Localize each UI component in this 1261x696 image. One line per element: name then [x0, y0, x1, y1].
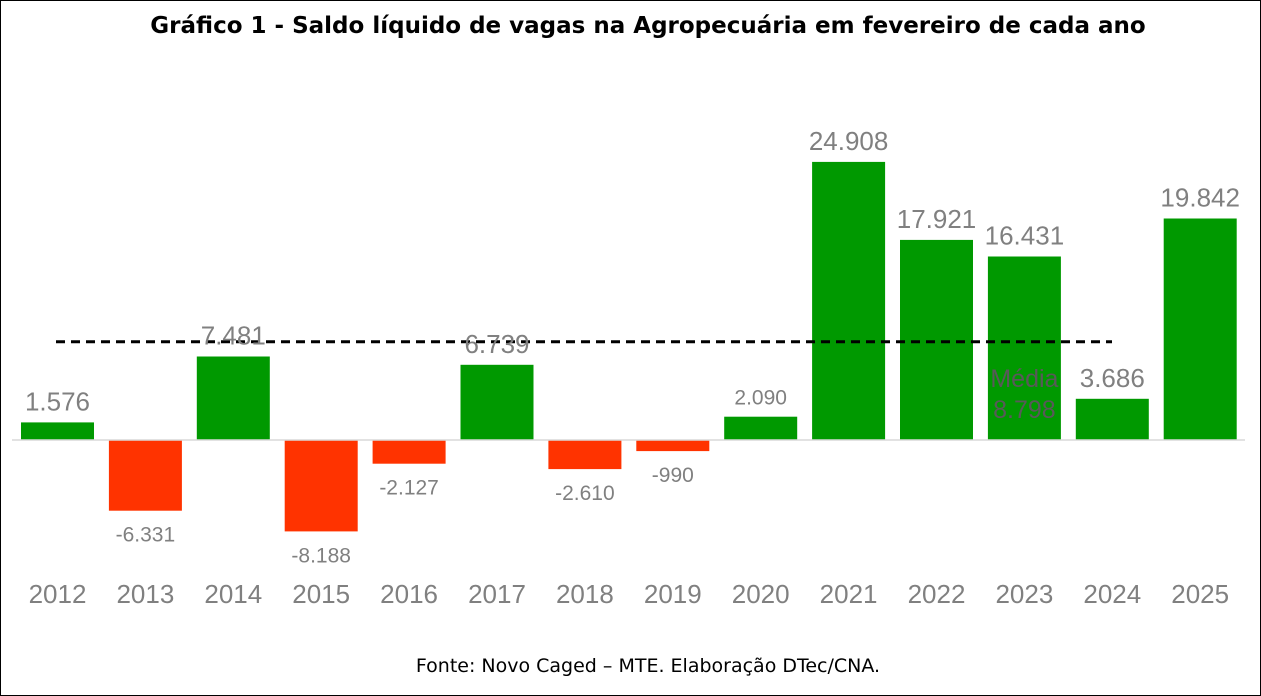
x-tick-2018: 2018 — [556, 579, 614, 609]
value-label-2019: -990 — [652, 464, 694, 487]
bar-2025 — [1163, 218, 1237, 440]
bars-layer — [12, 161, 1245, 532]
value-label-2020: 2.090 — [734, 387, 787, 410]
x-tick-2012: 2012 — [29, 579, 87, 609]
average-label-text: Média — [990, 365, 1058, 393]
value-label-2025: 19.842 — [1160, 183, 1240, 213]
value-label-2016: -2.127 — [379, 477, 439, 500]
value-label-2024: 3.686 — [1080, 363, 1145, 393]
value-label-2015: -8.188 — [291, 544, 351, 567]
value-label-2023: 16.431 — [985, 221, 1065, 251]
bar-2020 — [724, 416, 798, 440]
value-label-2012: 1.576 — [25, 386, 90, 416]
bar-2017 — [460, 364, 534, 440]
chart-source-note: Fonte: Novo Caged – MTE. Elaboração DTec… — [416, 655, 880, 677]
bar-2015 — [284, 440, 358, 532]
x-tick-2016: 2016 — [380, 579, 438, 609]
bar-2023 — [987, 256, 1061, 440]
bar-2014 — [196, 356, 270, 440]
value-label-2018: -2.610 — [555, 482, 615, 505]
x-tick-2013: 2013 — [116, 579, 174, 609]
bar-2019 — [636, 440, 710, 452]
bar-2016 — [372, 440, 446, 464]
x-tick-2021: 2021 — [820, 579, 878, 609]
x-tick-2024: 2024 — [1083, 579, 1141, 609]
value-label-2021: 24.908 — [809, 126, 889, 156]
x-tick-2015: 2015 — [292, 579, 350, 609]
value-labels-layer: 1.576 -6.331 7.481 -8.188 -2.127 6.739 -2.610 -… — [25, 126, 1240, 568]
x-tick-2014: 2014 — [204, 579, 262, 609]
x-tick-labels-layer: 2012 2013 2014 2015 2016 2017 2018 2019 2020 2021… — [29, 579, 1230, 609]
x-tick-2022: 2022 — [908, 579, 966, 609]
x-tick-2025: 2025 — [1171, 579, 1229, 609]
x-tick-2020: 2020 — [732, 579, 790, 609]
chart-title: Gráfico 1 - Saldo líquido de vagas na Ag… — [150, 13, 1145, 39]
bar-2013 — [108, 440, 182, 511]
value-label-2017: 6.739 — [464, 329, 529, 359]
value-label-2014: 7.481 — [201, 321, 266, 351]
x-tick-2023: 2023 — [995, 579, 1053, 609]
value-label-2013: -6.331 — [116, 524, 176, 547]
bar-2018 — [548, 440, 622, 470]
bar-2012 — [21, 422, 94, 440]
bar-2022 — [900, 239, 973, 440]
x-tick-2017: 2017 — [468, 579, 526, 609]
x-tick-2019: 2019 — [644, 579, 702, 609]
average-layer: Média 8.798 — [56, 340, 1112, 424]
value-label-2022: 17.921 — [897, 204, 977, 234]
average-label-value: 8.798 — [993, 396, 1056, 424]
bar-2021 — [812, 161, 886, 440]
bar-2024 — [1075, 398, 1149, 440]
